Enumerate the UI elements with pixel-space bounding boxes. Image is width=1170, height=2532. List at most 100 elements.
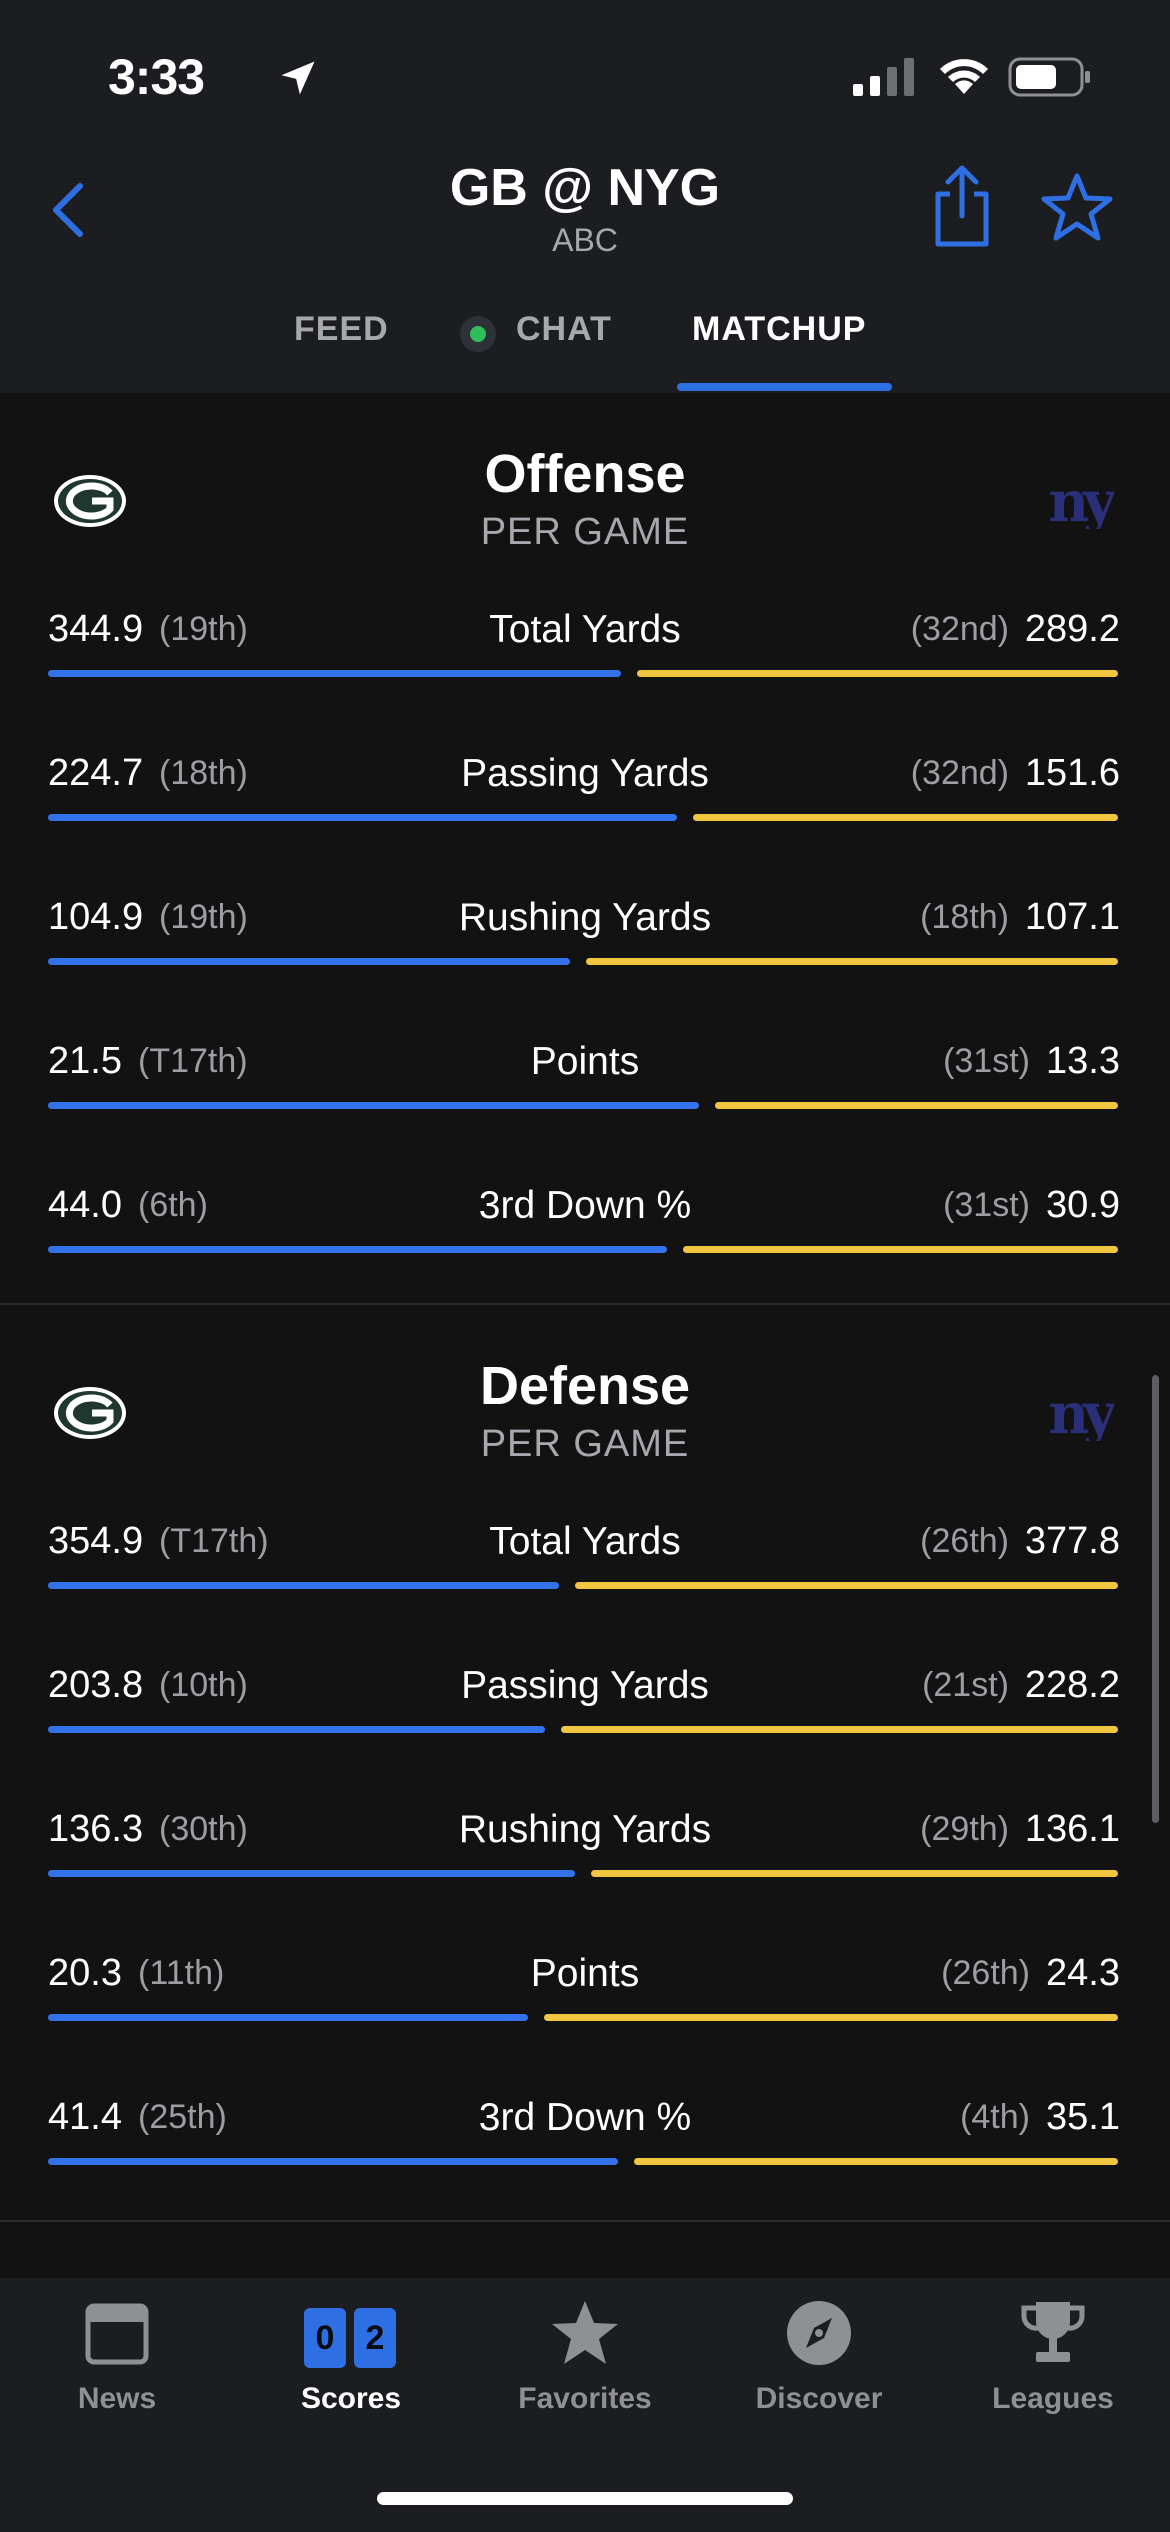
away-stat-bar	[634, 2158, 1118, 2165]
battery-icon	[1008, 57, 1090, 97]
away-stat-rank: (32nd)	[910, 610, 1009, 648]
away-stat-value: 136.1	[1024, 1808, 1120, 1850]
stat-row: 203.8 (10th) Passing Yards 228.2 (21st)	[0, 1664, 1170, 1808]
stat-label: 3rd Down %	[478, 1184, 692, 1227]
home-stat-bar	[48, 2014, 528, 2021]
offense-section: Offense PER GAME ny 344.9 (19th) Total Yar…	[0, 393, 1170, 1303]
stat-label: Rushing Yards	[458, 1808, 712, 1851]
home-stat-value: 104.9	[48, 896, 144, 938]
home-stat-rank: (T17th)	[138, 1042, 248, 1080]
scoreboard-digit: 0	[304, 2308, 346, 2368]
away-stat-rank: (29th)	[920, 1810, 1009, 1848]
home-stat-rank: (19th)	[159, 898, 248, 936]
compass-icon	[787, 2301, 851, 2365]
away-stat-bar	[693, 814, 1118, 821]
tabbar-label: Scores	[300, 2382, 402, 2415]
tabbar-label: Leagues	[992, 2382, 1114, 2415]
star-icon	[552, 2301, 618, 2364]
tabbar-favorites[interactable]: Favorites	[468, 2298, 702, 2428]
home-stat-bar	[48, 2158, 618, 2165]
trophy-icon	[1021, 2302, 1085, 2362]
away-stat-bar	[544, 2014, 1118, 2021]
section-divider	[0, 2220, 1170, 2222]
svg-text:ny: ny	[1048, 1381, 1114, 1441]
away-stat-value: 30.9	[1046, 1184, 1120, 1226]
home-stat-bar	[48, 958, 570, 965]
home-stat-value: 41.4	[48, 2096, 122, 2138]
away-stat-value: 377.8	[1024, 1520, 1120, 1562]
away-stat-rank: (26th)	[920, 1522, 1009, 1560]
home-stat-value: 136.3	[48, 1808, 144, 1850]
away-stat-value: 24.3	[1046, 1952, 1120, 1994]
away-stat-bar	[575, 1582, 1118, 1589]
home-stat-value: 203.8	[48, 1664, 144, 1706]
stat-row: 136.3 (30th) Rushing Yards 136.1 (29th)	[0, 1808, 1170, 1952]
tabbar-label: News	[77, 2382, 157, 2415]
home-stat-bar	[48, 1246, 667, 1253]
broadcast-network: ABC	[552, 222, 618, 258]
away-stat-rank: (31st)	[943, 1186, 1030, 1224]
stat-row: 104.9 (19th) Rushing Yards 107.1 (18th)	[0, 896, 1170, 1040]
stat-label: 3rd Down %	[478, 2096, 692, 2139]
away-stat-bar	[586, 958, 1118, 965]
home-indicator	[377, 2492, 793, 2505]
tabbar-label: Favorites	[518, 2382, 652, 2415]
away-stat-rank: (26th)	[941, 1954, 1030, 1992]
stat-label: Points	[530, 1952, 640, 1995]
away-stat-bar	[637, 670, 1118, 677]
home-stat-value: 20.3	[48, 1952, 122, 1994]
home-stat-value: 44.0	[48, 1184, 122, 1226]
away-stat-value: 107.1	[1024, 896, 1120, 938]
tabbar-news[interactable]: News	[0, 2298, 234, 2428]
back-chevron-icon[interactable]	[48, 180, 88, 240]
away-stat-rank: (31st)	[943, 1042, 1030, 1080]
home-stat-rank: (6th)	[138, 1186, 208, 1224]
tabbar-leagues[interactable]: Leagues	[936, 2298, 1170, 2428]
home-stat-value: 21.5	[48, 1040, 122, 1082]
away-stat-value: 228.2	[1024, 1664, 1120, 1706]
stat-row: 44.0 (6th) 3rd Down % 30.9 (31st)	[0, 1184, 1170, 1328]
tab-feed[interactable]: FEED	[294, 310, 389, 348]
tab-matchup[interactable]: MATCHUP	[692, 310, 867, 348]
packers-logo-icon	[54, 475, 126, 527]
stat-row: 224.7 (18th) Passing Yards 151.6 (32nd)	[0, 752, 1170, 896]
share-icon[interactable]	[930, 164, 994, 250]
section-title: Offense	[484, 444, 686, 504]
home-stat-value: 224.7	[48, 752, 144, 794]
stat-label: Points	[530, 1040, 640, 1083]
stat-label: Passing Yards	[461, 1664, 709, 1707]
away-stat-rank: (21st)	[922, 1666, 1009, 1704]
live-dot-icon	[460, 316, 496, 352]
away-stat-value: 151.6	[1024, 752, 1120, 794]
giants-logo-icon: ny	[1048, 1381, 1114, 1441]
stat-label: Rushing Yards	[458, 896, 712, 939]
active-tab-indicator	[677, 383, 892, 391]
newspaper-icon	[85, 2303, 149, 2365]
stat-row: 21.5 (T17th) Points 13.3 (31st)	[0, 1040, 1170, 1184]
home-stat-bar	[48, 1870, 575, 1877]
packers-logo-icon	[54, 1387, 126, 1439]
section-divider	[0, 1303, 1170, 1305]
home-stat-bar	[48, 1726, 545, 1733]
section-title: Defense	[479, 1356, 691, 1416]
home-stat-value: 344.9	[48, 608, 144, 650]
stat-label: Passing Yards	[461, 752, 709, 795]
defense-section: Defense PER GAME ny 354.9 (T17th) Total Ya…	[0, 1305, 1170, 2220]
away-stat-value: 289.2	[1024, 608, 1120, 650]
away-stat-rank: (4th)	[960, 2098, 1030, 2136]
tabbar-scores[interactable]: 0 2 Scores	[234, 2298, 468, 2428]
section-subtitle: PER GAME	[480, 1423, 690, 1465]
home-stat-rank: (11th)	[138, 1954, 225, 1992]
tabbar-label: Discover	[755, 2382, 883, 2415]
tabbar-discover[interactable]: Discover	[702, 2298, 936, 2428]
home-stat-rank: (30th)	[159, 1810, 248, 1848]
stat-row: 41.4 (25th) 3rd Down % 35.1 (4th)	[0, 2096, 1170, 2240]
stat-label: Total Yards	[489, 608, 681, 651]
away-stat-bar	[591, 1870, 1118, 1877]
favorite-star-icon[interactable]	[1040, 172, 1114, 242]
tab-chat[interactable]: CHAT	[516, 310, 612, 348]
home-stat-bar	[48, 670, 621, 677]
scrollbar[interactable]	[1152, 1375, 1159, 1823]
home-stat-rank: (25th)	[138, 2098, 227, 2136]
game-title: GB @ NYG	[449, 159, 721, 217]
